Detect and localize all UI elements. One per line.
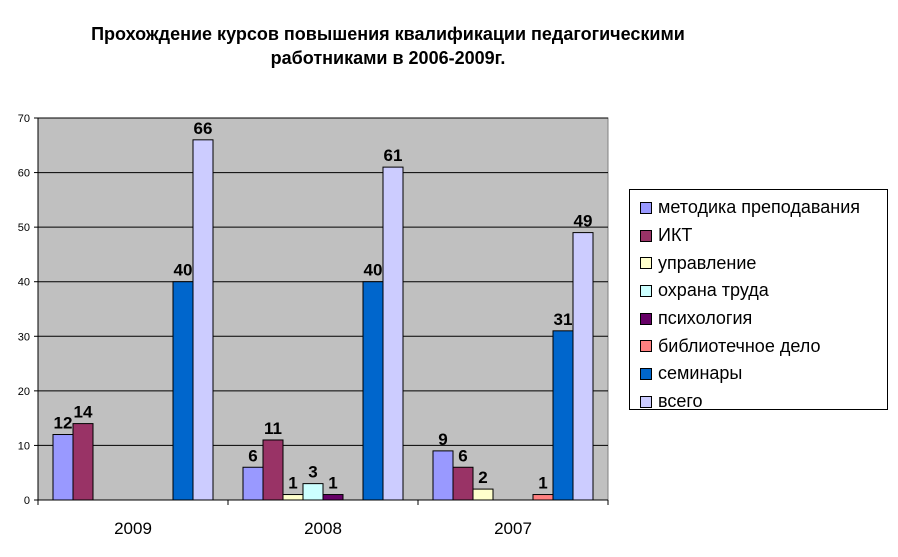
data-label: 40	[364, 261, 383, 280]
legend-swatch	[640, 312, 652, 325]
bar	[322, 494, 344, 501]
legend-label: управление	[658, 252, 757, 273]
legend-label: всего	[658, 391, 703, 412]
x-category-label: 2007	[494, 519, 532, 538]
legend-label: библиотечное дело	[658, 335, 821, 356]
bar	[52, 434, 74, 501]
bar	[572, 232, 594, 501]
data-label: 40	[174, 261, 193, 280]
bar	[362, 281, 384, 501]
chart-title-line-2: работниками в 2006-2009г.	[270, 48, 506, 68]
y-tick-label: 0	[24, 495, 30, 507]
legend-label: методика преподавания	[658, 197, 861, 218]
data-label: 6	[458, 446, 467, 465]
legend-swatch	[640, 201, 652, 214]
legend-item: методика преподавания	[640, 194, 887, 222]
bar	[452, 466, 474, 501]
y-tick-label: 20	[18, 386, 30, 398]
bars	[52, 139, 594, 501]
bar	[172, 281, 194, 501]
legend-item: охрана труда	[640, 277, 887, 305]
legend-swatch	[640, 257, 652, 270]
y-tick-label: 60	[18, 168, 30, 180]
legend-label: охрана труда	[658, 280, 769, 301]
bar	[532, 494, 554, 501]
bar	[302, 483, 324, 501]
legend-item: семинары	[640, 360, 887, 388]
data-label: 31	[554, 310, 573, 329]
data-label: 14	[74, 403, 93, 422]
plot-area	[37, 117, 609, 501]
legend-label: семинары	[658, 363, 743, 384]
y-tick-label: 50	[18, 222, 30, 234]
bar	[242, 466, 264, 501]
y-tick-label: 40	[18, 277, 30, 289]
legend-swatch	[640, 284, 652, 297]
data-label: 66	[194, 119, 213, 138]
data-label: 1	[288, 474, 297, 493]
bar	[262, 439, 284, 501]
legend-item: ИКТ	[640, 222, 887, 250]
legend-swatch	[640, 395, 652, 408]
legend-swatch	[640, 367, 652, 380]
data-label: 1	[328, 474, 337, 493]
legend-item: всего	[640, 388, 887, 416]
legend-swatch	[640, 340, 652, 353]
bar	[432, 450, 454, 501]
legend-item: управление	[640, 249, 887, 277]
bar	[282, 494, 304, 501]
chart-title-line-1: Прохождение курсов повышения квалификаци…	[91, 24, 685, 44]
legend-item: библиотечное дело	[640, 332, 887, 360]
data-label: 1	[538, 474, 547, 493]
data-label: 6	[248, 446, 257, 465]
data-label: 11	[264, 419, 282, 438]
legend: методика преподавания ИКТ управление охрана…	[629, 189, 888, 411]
bar	[192, 139, 214, 501]
y-tick-label: 10	[18, 440, 30, 452]
y-tick-label: 70	[18, 113, 30, 125]
axes: 0 10 20 30 40 50 60 70 2009 2008 2007	[18, 113, 609, 538]
bar	[382, 166, 404, 501]
data-label: 49	[574, 212, 593, 231]
data-label: 61	[384, 146, 403, 165]
data-label: 9	[438, 430, 447, 449]
x-category-label: 2009	[114, 519, 152, 538]
legend-label: психология	[658, 308, 753, 329]
gridlines	[38, 117, 608, 446]
y-tick-label: 30	[18, 331, 30, 343]
legend-label: ИКТ	[658, 225, 693, 246]
chart-title: Прохождение курсов повышения квалификаци…	[0, 22, 776, 70]
data-label: 12	[54, 414, 73, 433]
bar	[72, 423, 94, 501]
bar	[472, 488, 494, 501]
data-label: 3	[308, 463, 317, 482]
x-category-label: 2008	[304, 519, 342, 538]
bar	[552, 330, 574, 501]
data-label: 2	[478, 468, 487, 487]
legend-swatch	[640, 229, 652, 242]
legend-item: психология	[640, 305, 887, 333]
